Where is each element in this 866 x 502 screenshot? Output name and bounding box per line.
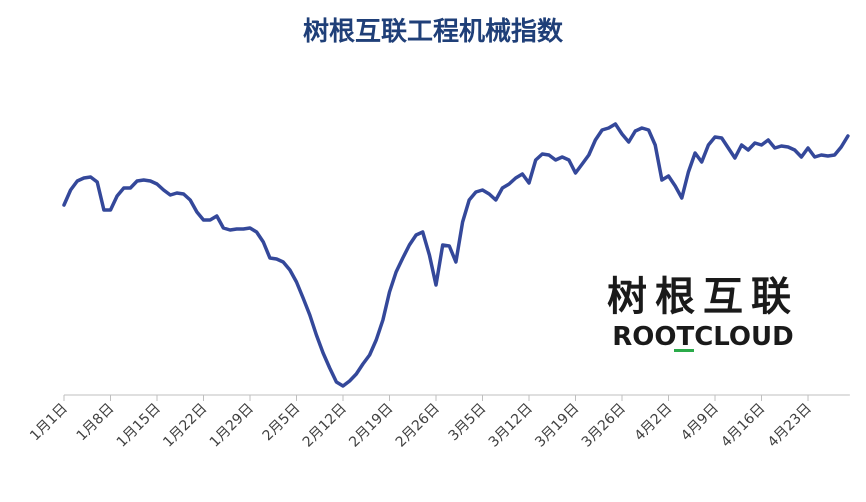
- x-tick-label: 4月9日: [678, 401, 722, 445]
- x-tick-label: 4月23日: [765, 401, 815, 451]
- x-tick-label: 4月2日: [632, 401, 676, 445]
- logo-brand: ROOTCLOUD: [612, 322, 793, 352]
- series-line: [62, 122, 850, 388]
- x-tick-label: 1月15日: [114, 401, 164, 451]
- chart-title: 树根互联工程机械指数: [303, 17, 564, 47]
- logo: 树根互联 ROOTCLOUD: [607, 274, 799, 352]
- x-tick-label: 2月5日: [260, 401, 304, 445]
- logo-underline: [674, 349, 694, 352]
- x-tick-label: 3月19日: [532, 401, 582, 451]
- x-tick-label: 2月19日: [346, 401, 396, 451]
- x-tick-label: 1月1日: [27, 401, 71, 445]
- x-tick-label: 2月12日: [300, 401, 350, 451]
- x-tick-label: 1月8日: [74, 401, 118, 445]
- x-tick-label: 4月16日: [718, 401, 768, 451]
- x-tick-label: 3月26日: [579, 401, 629, 451]
- x-tick-label: 3月12日: [486, 401, 536, 451]
- x-tick-label: 1月22日: [160, 401, 210, 451]
- x-tick-label: 2月26日: [393, 401, 443, 451]
- logo-name: 树根互联: [607, 274, 799, 320]
- x-tick-label: 3月5日: [446, 401, 490, 445]
- x-tick-label: 1月29日: [207, 401, 257, 451]
